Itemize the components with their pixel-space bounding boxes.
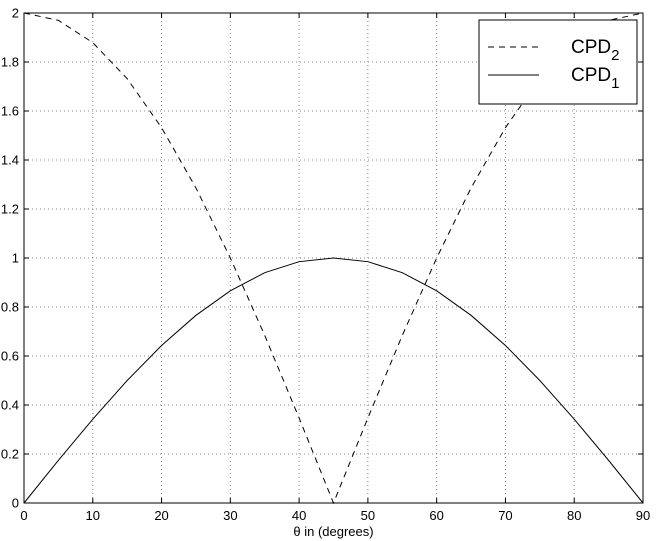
y-tick-label: 1.6 (1, 104, 19, 119)
x-tick-label: 30 (223, 508, 237, 523)
legend-label: CPD2 (571, 37, 619, 64)
y-tick-labels: 0 0.2 0.4 0.6 0.8 1 1.2 1.4 1.6 1.8 2 (1, 6, 19, 511)
series-cpd1 (23, 257, 644, 504)
x-tick-label: 90 (636, 508, 650, 523)
x-tick-labels: 0 10 20 30 40 50 60 70 80 90 (20, 508, 650, 523)
y-tick-label: 0.8 (1, 300, 19, 315)
x-tick-label: 40 (292, 508, 306, 523)
y-tick-label: 1 (12, 251, 19, 266)
axis-ticks (23, 12, 644, 504)
legend-box (478, 19, 638, 105)
y-tick-label: 0.2 (1, 447, 19, 462)
x-tick-label: 50 (361, 508, 375, 523)
y-tick-label: 2 (12, 6, 19, 21)
legend-label: CPD1 (571, 65, 619, 92)
y-tick-label: 0 (12, 496, 19, 511)
series-line (23, 257, 644, 504)
x-tick-label: 20 (154, 508, 168, 523)
x-tick-label: 70 (498, 508, 512, 523)
y-tick-label: 1.2 (1, 202, 19, 217)
x-tick-label: 10 (86, 508, 100, 523)
x-axis-label: θ in (degrees) (293, 524, 373, 539)
y-tick-label: 1.4 (1, 153, 19, 168)
x-tick-label: 60 (429, 508, 443, 523)
y-tick-label: 0.4 (1, 398, 19, 413)
data-point (470, 186, 473, 189)
y-tick-label: 0.6 (1, 349, 19, 364)
x-tick-label: 0 (20, 508, 27, 523)
x-tick-label: 80 (567, 508, 581, 523)
y-tick-label: 1.8 (1, 55, 19, 70)
grid (24, 13, 643, 503)
